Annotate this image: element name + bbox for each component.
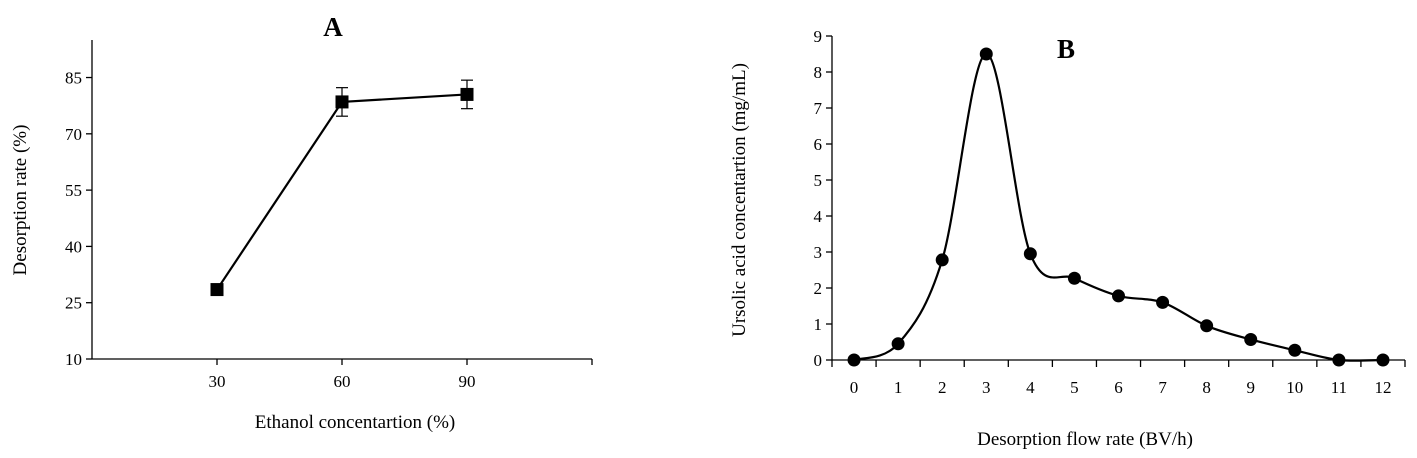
panel-label-a: A [323,12,343,42]
x-tick-label: 6 [1114,378,1123,397]
chart-a-x-axis-title: Ethanol concentartion (%) [255,412,455,433]
x-tick-label: 3 [982,378,991,397]
x-tick-label: 8 [1202,378,1211,397]
y-tick-label: 40 [65,237,82,256]
y-tick-label: 5 [814,171,823,190]
y-tick-label: 25 [65,294,82,313]
y-tick-label: 85 [65,69,82,88]
series-line [853,52,1383,362]
data-point [1288,343,1302,357]
chart-a-ticks: 10 25 40 55 70 85 30 60 90 [65,69,593,391]
x-tick-label: 1 [894,378,903,397]
x-tick-label: 4 [1026,378,1035,397]
y-tick-label: 0 [814,351,823,370]
y-tick-label: 8 [814,63,823,82]
series-line [216,93,468,291]
data-point [210,283,224,297]
chart-a-y-axis-title: Desorption rate (%) [10,125,31,276]
data-point [1200,319,1214,333]
y-tick-label: 1 [814,315,823,334]
data-point [935,253,949,267]
x-tick-label: 0 [850,378,859,397]
data-point [1112,289,1125,303]
chart-a-series [210,79,474,297]
y-tick-label: 2 [814,279,823,298]
data-point [891,337,905,351]
data-point [1376,353,1390,367]
y-tick-label: 70 [65,125,82,144]
chart-a: A 10 25 40 55 70 85 30 60 90 Ethanol concentarti… [10,12,593,433]
x-tick-label: 5 [1070,378,1079,397]
data-point [335,95,349,109]
chart-b-axes [831,36,1405,361]
data-point [979,47,993,61]
x-tick-label: 7 [1158,378,1167,397]
y-tick-label: 55 [65,181,82,200]
y-tick-label: 9 [814,27,823,46]
x-tick-label: 90 [459,372,476,391]
y-tick-label: 3 [814,243,823,262]
y-tick-label: 6 [814,135,823,154]
data-point [1023,247,1037,261]
x-tick-label: 2 [938,378,947,397]
data-point [1332,353,1346,367]
data-point [1156,295,1170,309]
x-tick-label: 11 [1331,378,1347,397]
y-tick-label: 7 [814,99,823,118]
data-point [1067,271,1081,285]
y-tick-label: 10 [65,350,82,369]
chart-b-series [847,47,1390,367]
data-point [847,353,861,367]
data-point [460,87,474,101]
data-point [1244,332,1258,346]
y-tick-label: 4 [814,207,823,226]
x-tick-label: 10 [1286,378,1303,397]
panel-label-b: B [1057,34,1075,64]
x-tick-label: 9 [1246,378,1255,397]
x-tick-label: 12 [1374,378,1391,397]
x-tick-label: 30 [209,372,226,391]
chart-b-x-axis-title: Desorption flow rate (BV/h) [977,429,1193,450]
x-tick-label: 60 [334,372,351,391]
chart-b-y-axis-title: Ursolic acid concentartion (mg/mL) [729,63,750,337]
